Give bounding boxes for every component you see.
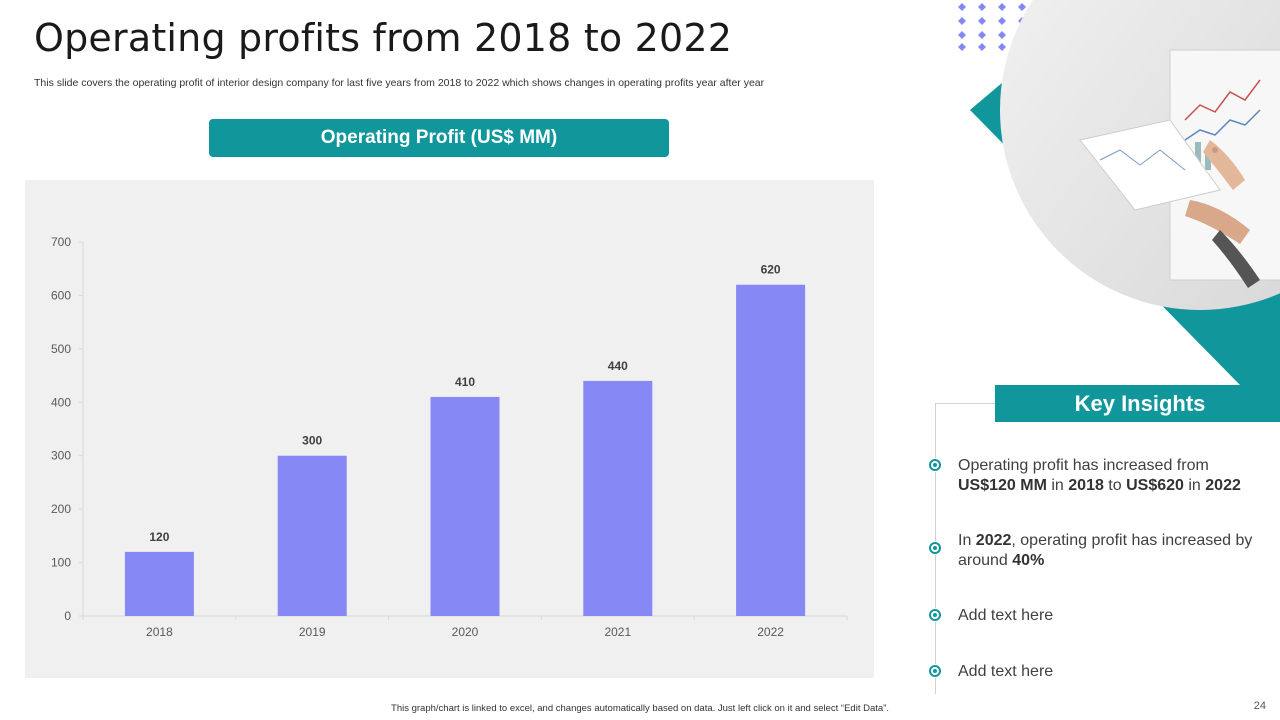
data-label: 300 — [302, 434, 322, 448]
x-tick-label: 2018 — [146, 625, 173, 639]
insight-text: Operating profit has increased from US$1… — [958, 457, 1241, 494]
chart-panel[interactable]: 0 100 200 300 400 500 600 700 120 2018 300 2019 410 2… — [25, 180, 874, 678]
insight-item: Add text here — [928, 662, 1258, 682]
y-tick-label: 700 — [51, 235, 71, 249]
target-bullet-icon — [928, 664, 942, 678]
bar[interactable] — [430, 396, 500, 616]
bar[interactable] — [124, 551, 194, 616]
y-tick-label: 100 — [51, 556, 71, 570]
insights-header: Key Insights — [995, 385, 1280, 422]
chart-header: Operating Profit (US$ MM) — [209, 119, 669, 157]
data-label: 620 — [761, 263, 781, 277]
x-tick-label: 2020 — [452, 625, 479, 639]
data-label: 410 — [455, 375, 475, 389]
slide-subtitle: This slide covers the operating profit o… — [34, 77, 765, 89]
target-bullet-icon — [928, 458, 942, 472]
insight-item: Operating profit has increased from US$1… — [928, 456, 1258, 496]
slide-title: Operating profits from 2018 to 2022 — [34, 16, 733, 60]
x-tick-label: 2022 — [757, 625, 784, 639]
data-label: 120 — [149, 530, 169, 544]
bar[interactable] — [277, 455, 347, 616]
target-bullet-icon — [928, 608, 942, 622]
bar[interactable] — [736, 284, 806, 616]
y-tick-label: 300 — [51, 449, 71, 463]
footer-note: This graph/chart is linked to excel, and… — [391, 703, 889, 714]
x-tick-label: 2021 — [604, 625, 631, 639]
y-tick-label: 0 — [64, 609, 71, 623]
y-tick-label: 600 — [51, 288, 71, 302]
y-tick-label: 500 — [51, 342, 71, 356]
x-tick-label: 2019 — [299, 625, 326, 639]
decorative-photo-shape — [970, 0, 1280, 385]
insight-text: In 2022, operating profit has increased … — [958, 532, 1253, 569]
bar-chart[interactable]: 0 100 200 300 400 500 600 700 120 2018 300 2019 410 2… — [25, 180, 874, 678]
target-bullet-icon — [928, 541, 942, 555]
data-label: 440 — [608, 359, 628, 373]
y-tick-label: 400 — [51, 395, 71, 409]
page-number: 24 — [1253, 700, 1266, 712]
insight-text[interactable]: Add text here — [958, 663, 1054, 680]
insight-item: In 2022, operating profit has increased … — [928, 531, 1258, 571]
insight-item: Add text here — [928, 606, 1258, 626]
y-tick-label: 200 — [51, 502, 71, 516]
bar[interactable] — [583, 380, 653, 616]
insight-text[interactable]: Add text here — [958, 607, 1054, 624]
